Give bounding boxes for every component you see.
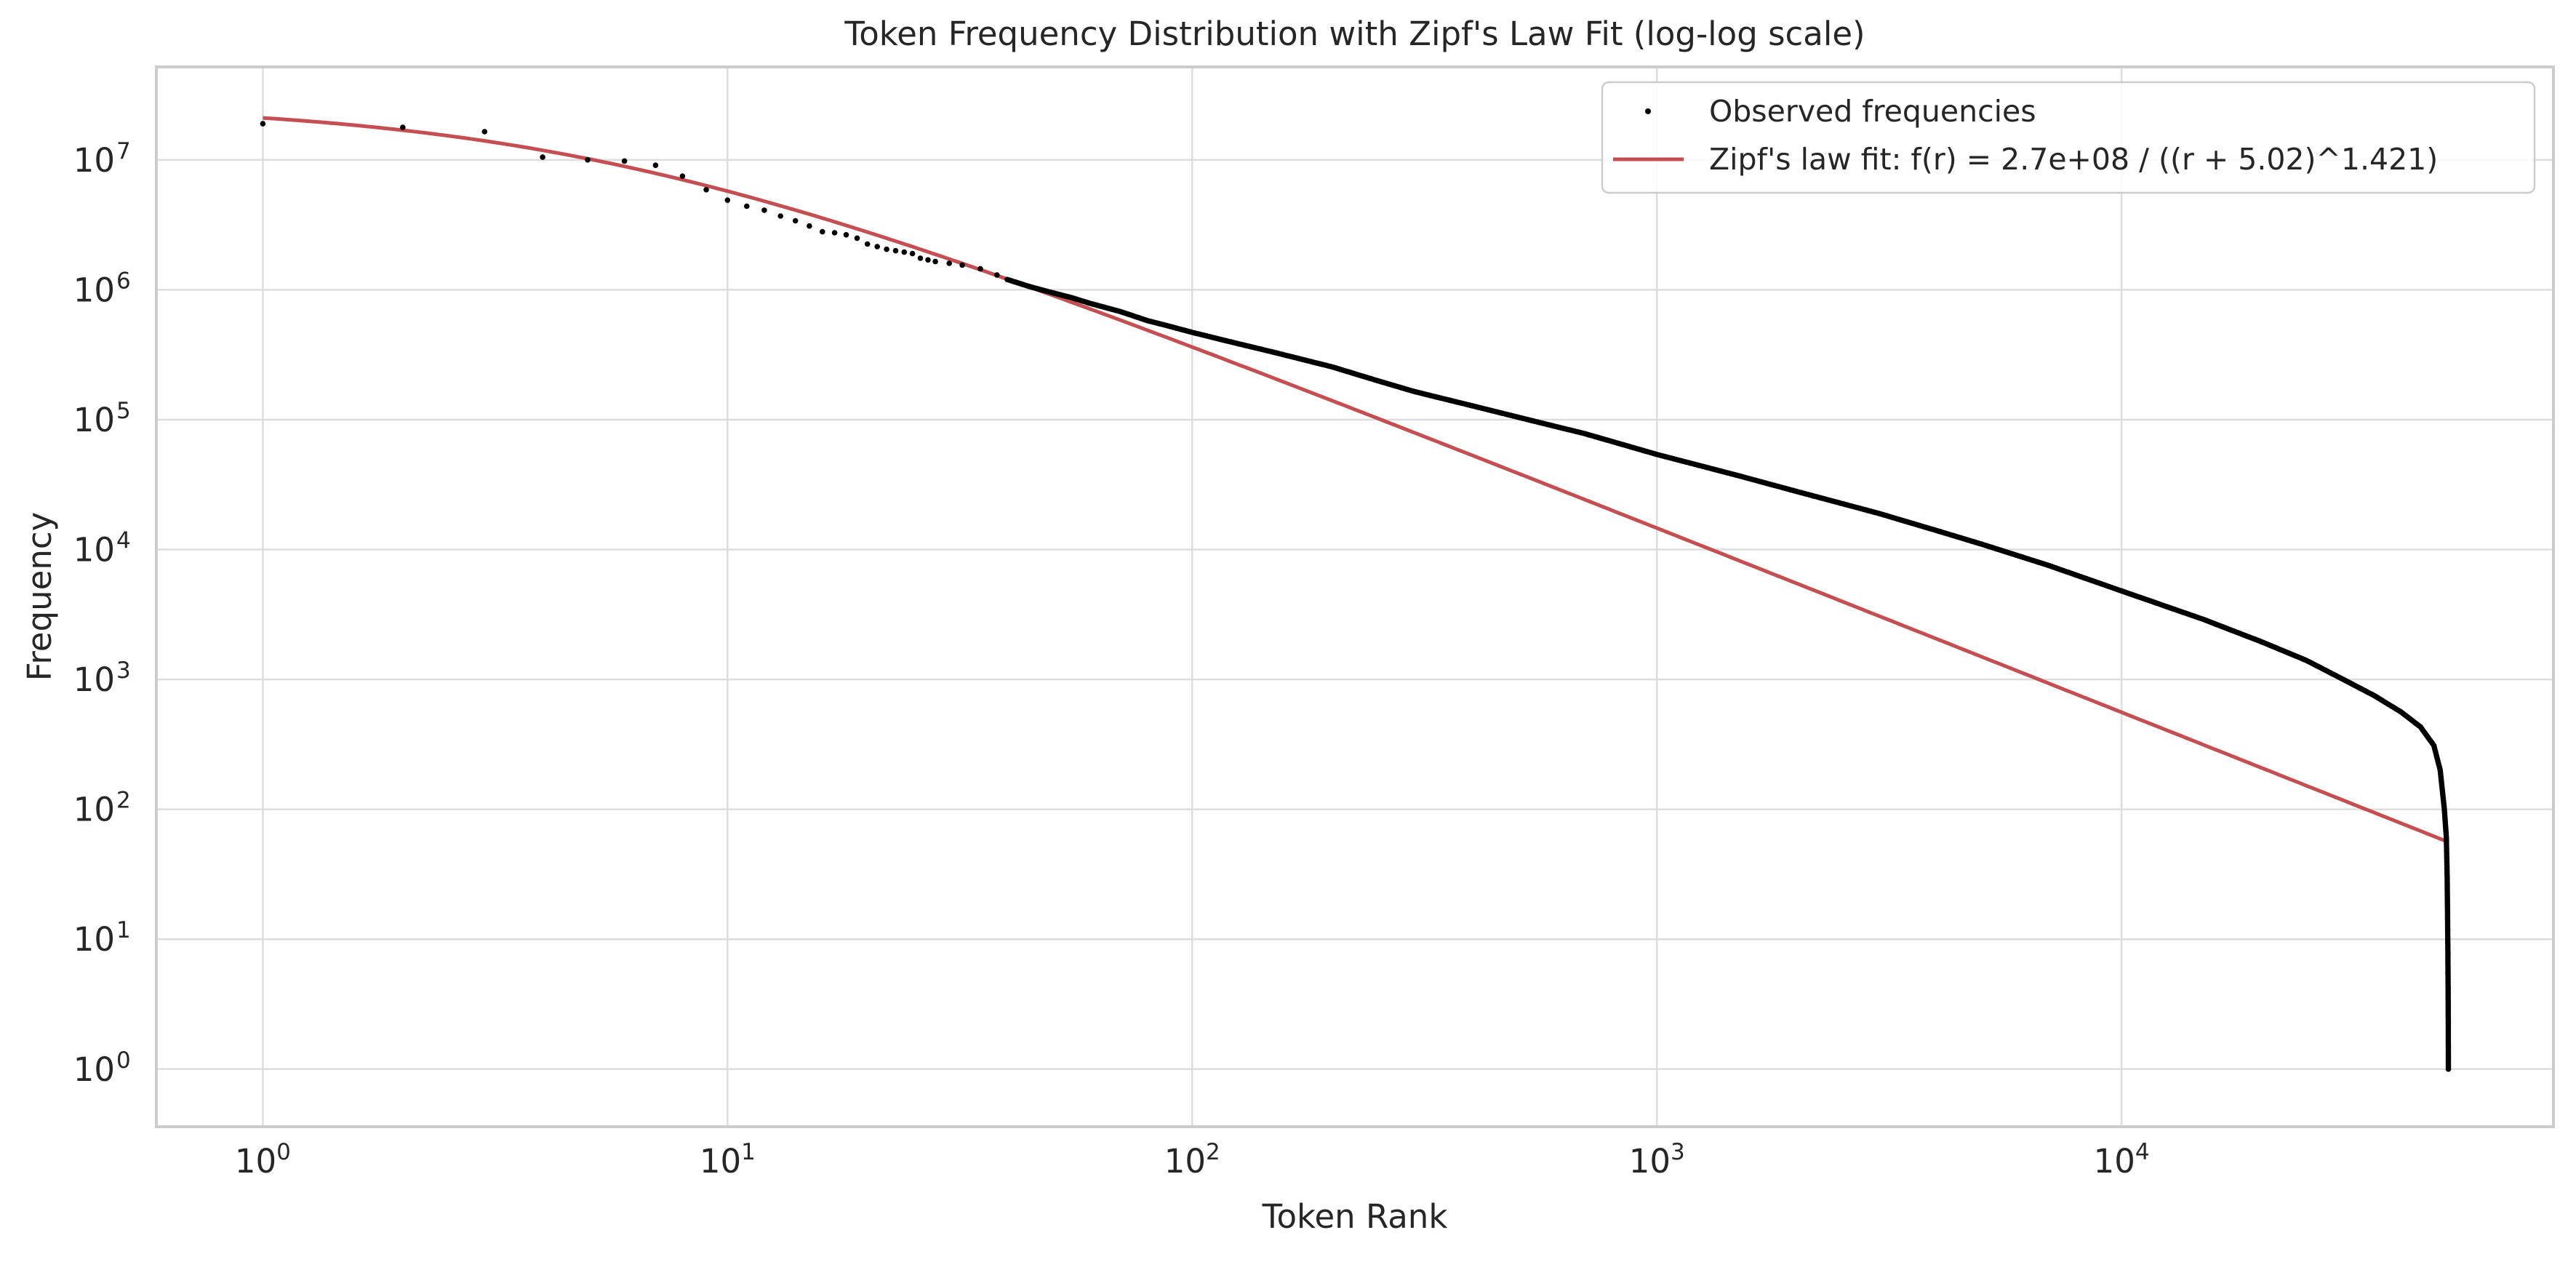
observed-point bbox=[892, 247, 899, 254]
zipf-fit-line bbox=[263, 116, 2449, 844]
y-tick-exponent: 1 bbox=[116, 917, 131, 943]
observed-point bbox=[959, 262, 965, 268]
observed-point bbox=[977, 265, 983, 272]
x-axis-label: Token Rank bbox=[1262, 1197, 1448, 1236]
legend-box bbox=[1601, 81, 2536, 194]
observed-point bbox=[843, 232, 849, 238]
observed-point bbox=[724, 197, 731, 204]
y-axis-label: Frequency bbox=[20, 512, 59, 681]
observed-point bbox=[777, 213, 783, 219]
observed-point bbox=[585, 157, 591, 163]
observed-point bbox=[679, 173, 686, 179]
observed-point bbox=[917, 255, 924, 261]
y-tick-exponent: 7 bbox=[116, 138, 131, 164]
x-tick-base: 10 bbox=[1164, 1142, 1206, 1181]
x-tick-label: 103 bbox=[1629, 1139, 1685, 1181]
y-tick-base: 10 bbox=[73, 401, 115, 439]
x-tick-labels: 100 101 102 103 104 bbox=[235, 1139, 2150, 1181]
observed-point bbox=[807, 223, 812, 229]
observed-point bbox=[744, 203, 750, 209]
fit-line-group bbox=[263, 116, 2449, 844]
x-tick-base: 10 bbox=[2094, 1142, 2135, 1181]
observed-point bbox=[831, 230, 838, 236]
observed-point bbox=[909, 250, 916, 257]
x-tick-base: 10 bbox=[1629, 1142, 1671, 1181]
observed-point bbox=[946, 260, 952, 266]
y-tick-base: 10 bbox=[73, 791, 115, 829]
observed-point bbox=[260, 121, 266, 127]
grid-lines bbox=[156, 67, 2553, 1127]
legend-label-fit: Zipf's law fit: f(r) = 2.7e+08 / ((r + 5… bbox=[1709, 142, 2438, 177]
x-tick-base: 10 bbox=[235, 1142, 276, 1181]
x-tick-label: 102 bbox=[1164, 1139, 1220, 1181]
observed-point bbox=[400, 124, 406, 130]
plot-frame bbox=[155, 65, 2555, 1128]
y-tick-exponent: 5 bbox=[116, 398, 131, 424]
data-points bbox=[260, 121, 2452, 1072]
observed-point bbox=[854, 235, 860, 241]
observed-point bbox=[925, 257, 931, 263]
observed-point bbox=[2445, 1066, 2452, 1072]
observed-point bbox=[540, 154, 545, 160]
x-tick-exponent: 0 bbox=[276, 1139, 291, 1165]
y-tick-label: 10 bbox=[73, 920, 115, 959]
observed-point bbox=[820, 228, 825, 235]
observed-point bbox=[994, 272, 1000, 278]
observed-point bbox=[481, 129, 488, 135]
y-tick-exponent: 2 bbox=[116, 788, 131, 814]
x-tick-label: 100 bbox=[235, 1139, 291, 1181]
observed-point bbox=[652, 162, 659, 168]
x-tick-exponent: 3 bbox=[1671, 1139, 1685, 1165]
y-tick-label: 10 bbox=[73, 1050, 115, 1089]
y-tick-base: 10 bbox=[73, 531, 115, 570]
y-tick-base: 10 bbox=[73, 271, 115, 309]
observed-point bbox=[874, 244, 880, 249]
y-tick-base: 10 bbox=[73, 660, 115, 699]
legend-label-observed: Observed frequencies bbox=[1709, 94, 2036, 129]
x-tick-base: 10 bbox=[700, 1142, 741, 1181]
y-tick-label: 10 bbox=[73, 660, 115, 699]
x-tick-label: 101 bbox=[700, 1139, 756, 1181]
legend-marker-observed bbox=[1645, 108, 1651, 114]
y-tick-base: 10 bbox=[73, 141, 115, 180]
y-tick-base: 10 bbox=[73, 920, 115, 959]
y-tick-label: 10 bbox=[73, 401, 115, 439]
y-tick-exponent: 4 bbox=[116, 528, 131, 554]
chart-title: Token Frequency Distribution with Zipf's… bbox=[844, 15, 1865, 53]
observed-point bbox=[884, 246, 889, 252]
observed-point bbox=[901, 249, 908, 255]
observed-point bbox=[761, 207, 767, 213]
x-tick-exponent: 2 bbox=[1206, 1139, 1220, 1165]
x-tick-exponent: 1 bbox=[741, 1139, 756, 1165]
legend: Observed frequencies Zipf's law fit: f(r… bbox=[1601, 81, 2536, 194]
y-tick-label: 10 bbox=[73, 531, 115, 570]
y-tick-base: 10 bbox=[73, 1050, 115, 1089]
y-tick-label: 10 bbox=[73, 791, 115, 829]
y-tick-exponent: 6 bbox=[116, 268, 131, 294]
y-tick-label: 10 bbox=[73, 271, 115, 309]
observed-point bbox=[792, 217, 799, 224]
y-tick-exponent: 3 bbox=[116, 658, 131, 684]
observed-point bbox=[932, 258, 938, 265]
observed-point bbox=[703, 187, 709, 193]
x-tick-label: 104 bbox=[2094, 1139, 2150, 1181]
x-tick-exponent: 4 bbox=[2135, 1139, 2150, 1165]
observed-point bbox=[864, 241, 871, 247]
y-tick-label: 10 bbox=[73, 141, 115, 180]
y-tick-exponent: 0 bbox=[116, 1047, 131, 1074]
observed-point bbox=[621, 158, 628, 164]
